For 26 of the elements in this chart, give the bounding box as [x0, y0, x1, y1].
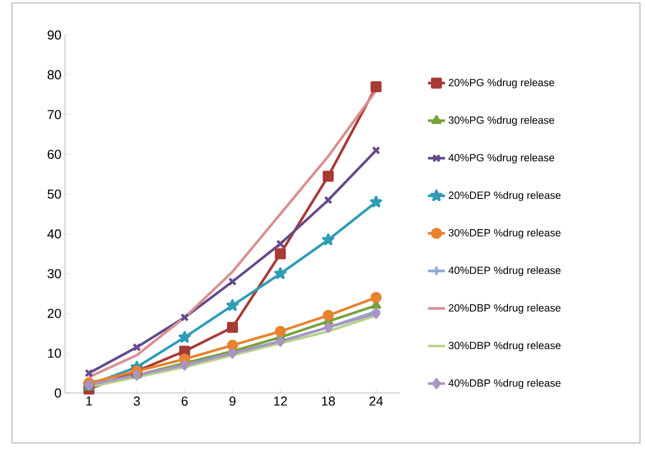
x-tick-label: 1 — [86, 396, 92, 406]
legend-label: 40%DBP %drug release — [448, 379, 561, 389]
y-tick-label: 40 — [47, 229, 61, 238]
x-tick-label: 18 — [322, 396, 335, 406]
legend-label: 30%PG %drug release — [448, 116, 554, 126]
legend-label: 40%PG %drug release — [448, 154, 554, 164]
y-tick-label: 50 — [48, 190, 61, 199]
y-tick-label: 80 — [48, 70, 61, 80]
y-tick-label: 30 — [48, 269, 61, 278]
y-tick-label: 90 — [48, 30, 61, 40]
y-tick-label: 10 — [48, 348, 61, 358]
y-tick-label: 0 — [54, 388, 61, 398]
legend-label: 20%DEP %drug release — [448, 191, 561, 201]
legend-label: 30%DBP %drug release — [448, 341, 561, 352]
x-tick-label: 6 — [182, 396, 188, 406]
legend-label: 40%DEP %drug release — [448, 266, 561, 276]
y-tick-label: 60 — [48, 150, 61, 159]
x-tick-label: 3 — [134, 396, 140, 406]
x-tick-label: 12 — [274, 396, 287, 406]
legend-label: 20%PG %drug release — [448, 78, 554, 88]
x-tick-label: 9 — [230, 396, 236, 406]
legend-label: 20%DBP %drug release — [448, 304, 561, 314]
x-tick-label: 24 — [370, 396, 383, 406]
legend-label: 30%DEP %drug release — [448, 228, 561, 239]
y-tick-label: 70 — [48, 110, 61, 120]
y-tick-label: 20 — [48, 308, 61, 318]
